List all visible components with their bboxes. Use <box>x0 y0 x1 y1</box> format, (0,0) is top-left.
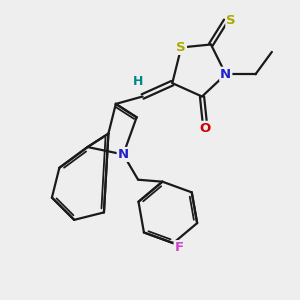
Text: N: N <box>118 148 129 161</box>
Text: S: S <box>226 14 236 27</box>
Text: F: F <box>175 241 184 254</box>
Text: N: N <box>220 68 231 81</box>
Text: O: O <box>200 122 211 135</box>
Text: H: H <box>133 75 143 88</box>
Text: S: S <box>176 41 186 54</box>
